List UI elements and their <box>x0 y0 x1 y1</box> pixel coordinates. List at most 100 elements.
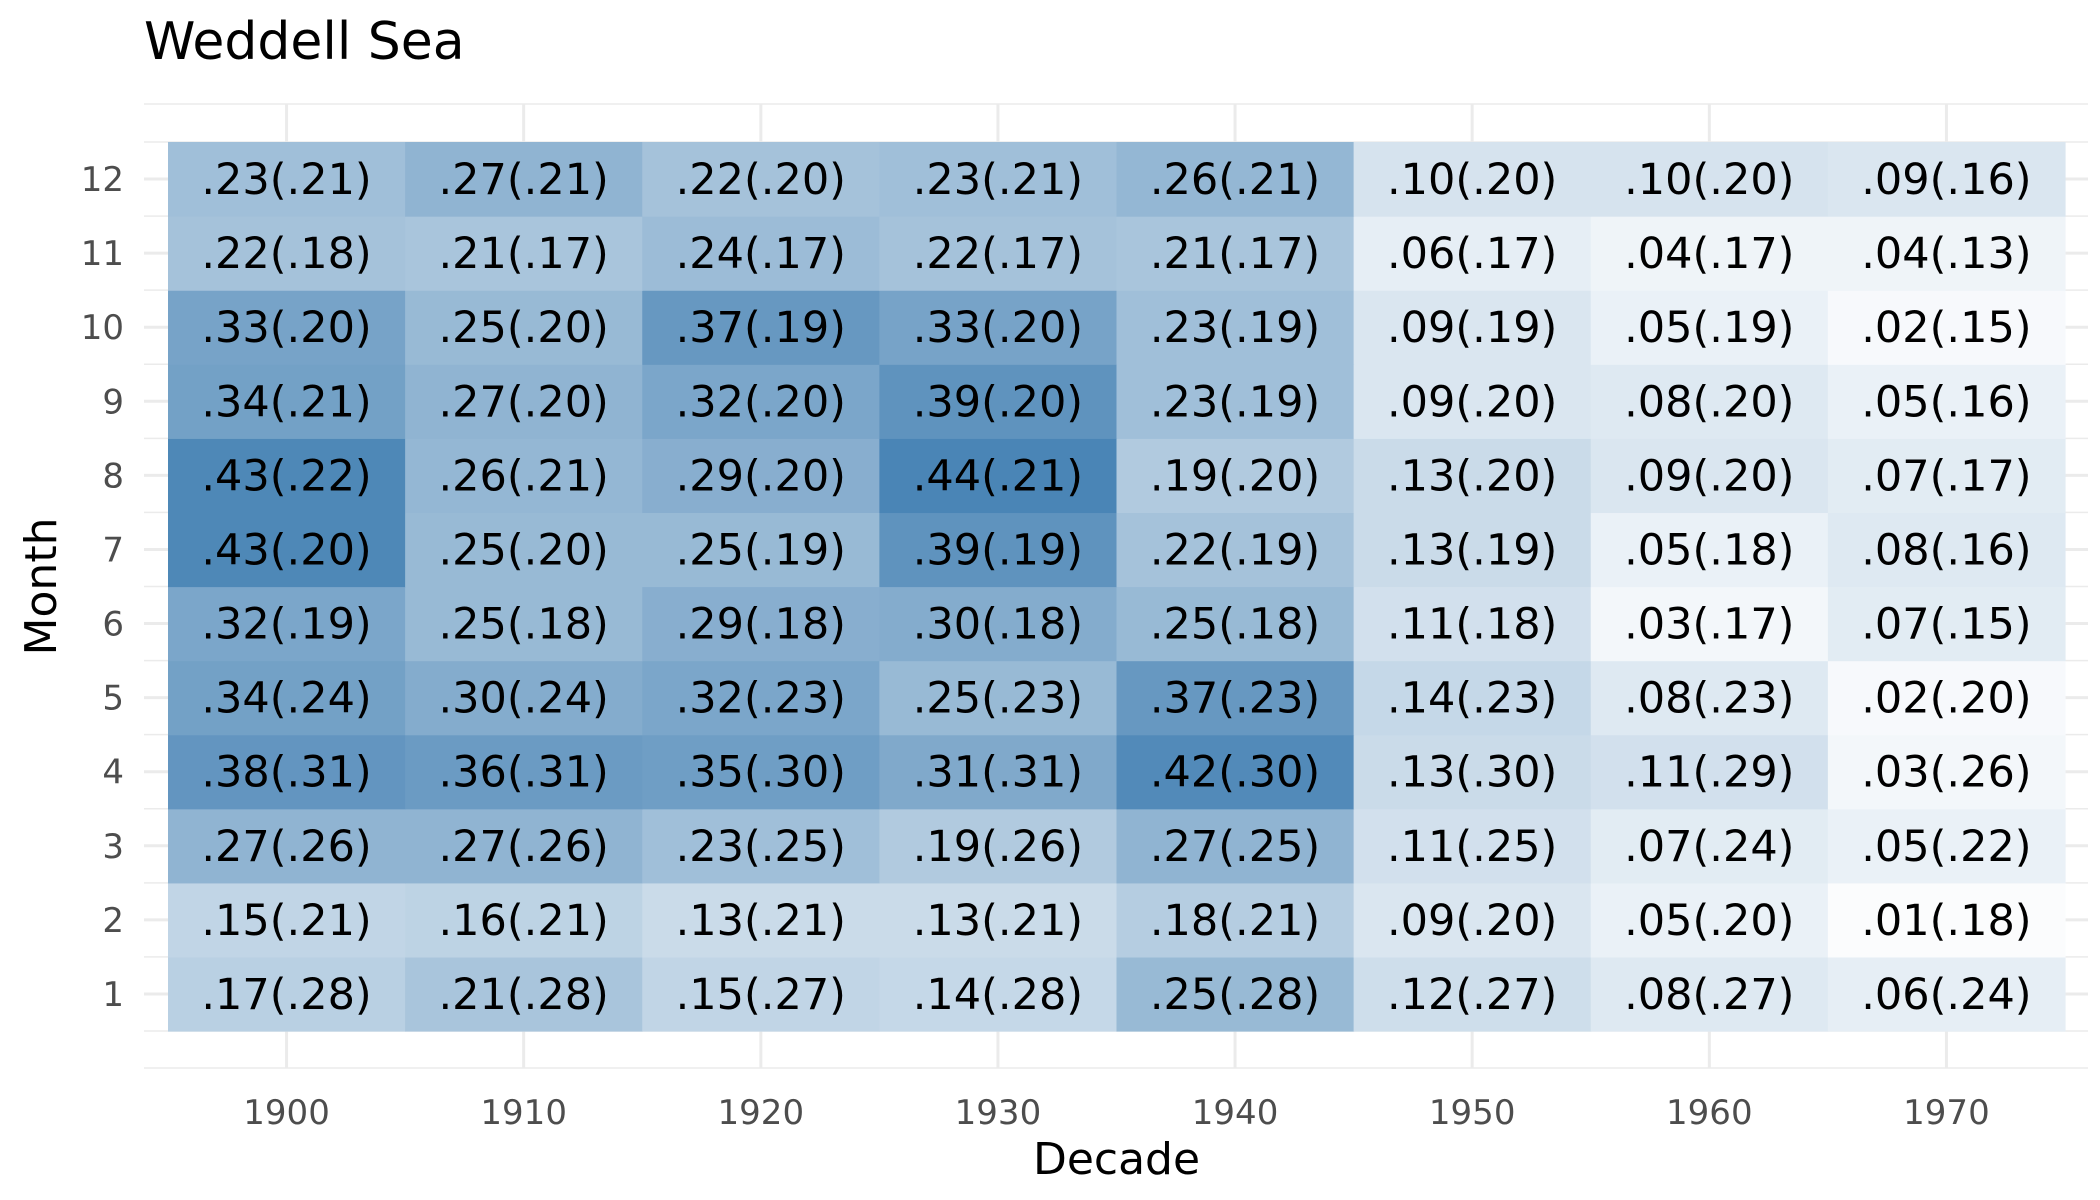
cell-value-label: .27(.26) <box>201 822 371 872</box>
heatmap-cell <box>642 734 880 810</box>
heatmap-cell <box>1590 808 1829 884</box>
cell-value-label: .14(.28) <box>913 970 1083 1020</box>
heatmap-cell <box>642 882 880 958</box>
cell-value-label: .09(.20) <box>1624 451 1794 501</box>
cell-value-label: .08(.23) <box>1624 674 1794 724</box>
heatmap-cell <box>405 438 643 514</box>
heatmap-cell <box>168 142 406 217</box>
cell-value-label: .22(.19) <box>1150 525 1320 575</box>
heatmap-cell <box>642 586 880 662</box>
heatmap-cell <box>1353 734 1592 810</box>
y-tick-label: 10 <box>81 308 124 348</box>
heatmap-cell <box>168 216 406 291</box>
x-tick-label: 1960 <box>1666 1093 1753 1133</box>
heatmap-cell <box>1827 364 2066 439</box>
y-tick-label: 11 <box>81 234 124 274</box>
cell-value-label: .07(.24) <box>1624 822 1794 872</box>
heatmap-cell <box>405 956 643 1032</box>
cell-value-label: .17(.28) <box>201 970 371 1020</box>
heatmap-cell <box>168 956 406 1032</box>
heatmap-cell <box>168 438 406 514</box>
heatmap-cell <box>168 512 406 588</box>
cell-value-label: .38(.31) <box>201 748 371 798</box>
heatmap-cell <box>405 216 643 291</box>
cell-value-label: .02(.20) <box>1861 674 2031 724</box>
heatmap-cell <box>1353 438 1592 514</box>
cell-value-label: .07(.17) <box>1861 451 2031 501</box>
heatmap-cell <box>168 882 406 958</box>
cell-value-label: .30(.24) <box>439 674 609 724</box>
heatmap-cell <box>1116 882 1355 958</box>
heatmap-cell <box>168 586 406 662</box>
heatmap-cell <box>642 438 880 514</box>
cell-value-label: .19(.26) <box>913 822 1083 872</box>
heatmap-cell <box>1116 808 1355 884</box>
y-tick-label: 2 <box>102 901 124 941</box>
cell-value-label: .29(.20) <box>676 451 846 501</box>
chart-title: Weddell Sea <box>144 12 465 72</box>
heatmap-cell <box>1827 290 2066 365</box>
cell-value-label: .25(.23) <box>913 674 1083 724</box>
cell-value-label: .14(.23) <box>1387 674 1557 724</box>
heatmap-cell <box>879 512 1118 588</box>
heatmap-cell <box>642 142 880 217</box>
heatmap-cell <box>879 882 1118 958</box>
heatmap-cell <box>1590 660 1829 736</box>
cell-value-label: .21(.28) <box>439 970 609 1020</box>
heatmap-cell <box>168 734 406 810</box>
x-tick-label: 1970 <box>1903 1093 1990 1133</box>
cell-value-label: .21(.17) <box>439 229 609 279</box>
cell-value-label: .13(.30) <box>1387 748 1557 798</box>
cell-value-label: .09(.20) <box>1387 377 1557 427</box>
heatmap-cell <box>1116 660 1355 736</box>
x-tick-label: 1950 <box>1429 1093 1516 1133</box>
heatmap-cell <box>642 808 880 884</box>
heatmap-cell <box>1590 438 1829 514</box>
x-tick-label: 1920 <box>718 1093 805 1133</box>
cell-value-label: .26(.21) <box>1150 155 1320 205</box>
heatmap-cell <box>405 808 643 884</box>
heatmap-cell <box>1116 438 1355 514</box>
heatmap-cell <box>405 882 643 958</box>
y-tick-label: 12 <box>81 160 124 200</box>
y-axis-title: Month <box>16 518 67 656</box>
heatmap-cell <box>1827 808 2066 884</box>
heatmap-cell <box>1116 142 1355 217</box>
cell-value-label: .44(.21) <box>913 451 1083 501</box>
cell-value-label: .09(.20) <box>1387 896 1557 946</box>
cell-value-label: .02(.15) <box>1861 303 2031 353</box>
cell-layer <box>168 142 2066 1032</box>
cell-value-label: .29(.18) <box>676 600 846 650</box>
cell-value-label: .10(.20) <box>1624 155 1794 205</box>
y-tick-label: 8 <box>102 456 124 496</box>
cell-value-label: .33(.20) <box>913 303 1083 353</box>
heatmap-cell <box>405 660 643 736</box>
heatmap-cell <box>1353 808 1592 884</box>
cell-value-label: .15(.27) <box>676 970 846 1020</box>
cell-value-label: .04(.13) <box>1861 229 2031 279</box>
heatmap-cell <box>168 364 406 439</box>
heatmap-cell <box>1353 956 1592 1032</box>
x-tick-label: 1900 <box>243 1093 330 1133</box>
cell-value-label: .25(.19) <box>676 525 846 575</box>
heatmap-cell <box>642 660 880 736</box>
cell-value-label: .43(.22) <box>201 451 371 501</box>
heatmap-cell <box>405 290 643 365</box>
heatmap-cell <box>1353 512 1592 588</box>
heatmap-cell <box>879 438 1118 514</box>
cell-value-label: .23(.21) <box>201 155 371 205</box>
cell-value-label: .33(.20) <box>201 303 371 353</box>
heatmap-cell <box>1827 586 2066 662</box>
cell-value-label: .13(.19) <box>1387 525 1557 575</box>
cell-value-label: .27(.26) <box>439 822 609 872</box>
x-tick-label: 1940 <box>1192 1093 1279 1133</box>
cell-label-layer: .17(.28) .21(.28) .15(.27) .14(.28) .25(.28)… <box>201 155 2031 1020</box>
cell-value-label: .08(.20) <box>1624 377 1794 427</box>
y-tick-label: 1 <box>102 975 124 1015</box>
cell-value-label: .37(.23) <box>1150 674 1320 724</box>
cell-value-label: .23(.21) <box>913 155 1083 205</box>
cell-value-label: .09(.19) <box>1387 303 1557 353</box>
cell-value-label: .18(.21) <box>1150 896 1320 946</box>
cell-value-label: .13(.21) <box>913 896 1083 946</box>
